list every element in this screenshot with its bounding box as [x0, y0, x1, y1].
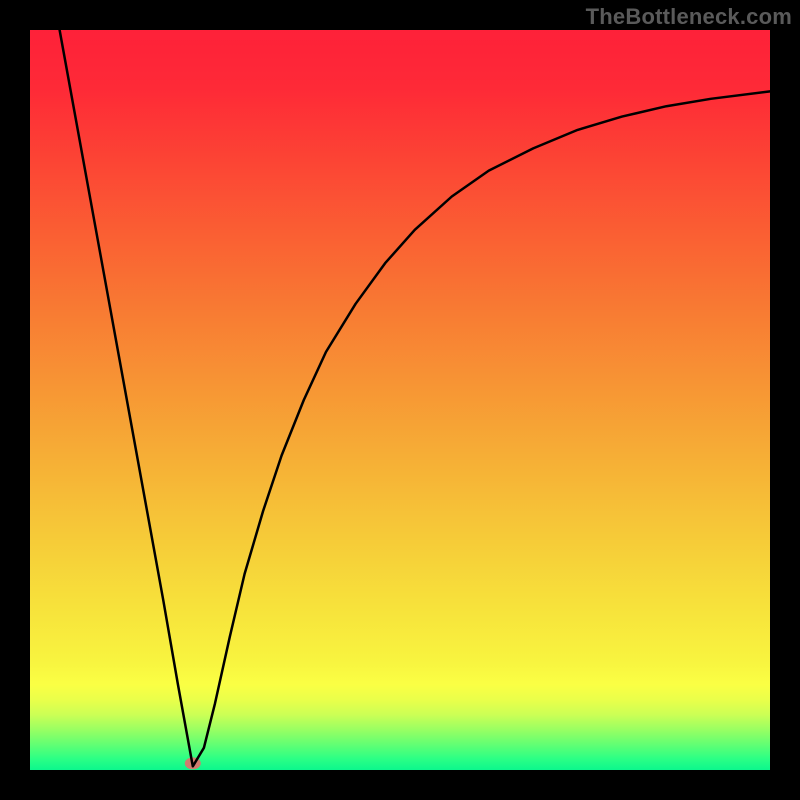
gradient-background	[30, 30, 770, 770]
chart-container: { "watermark": { "text": "TheBottleneck.…	[0, 0, 800, 800]
bottleneck-chart	[0, 0, 800, 800]
watermark-text: TheBottleneck.com	[586, 4, 792, 30]
